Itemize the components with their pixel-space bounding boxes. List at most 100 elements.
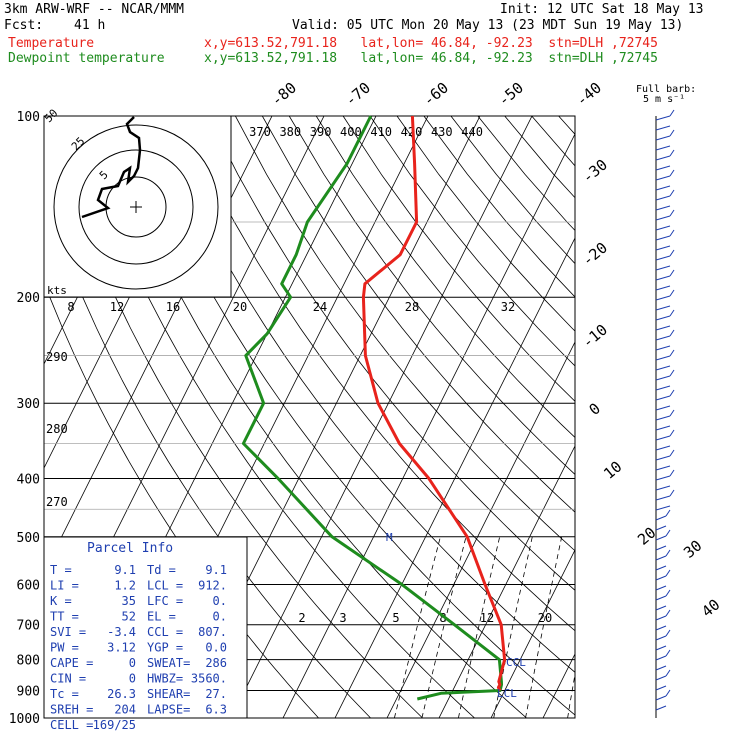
mixing-ratio-line bbox=[458, 536, 501, 718]
mixing-ratio-line bbox=[493, 536, 533, 718]
mixing-ratio-label: 8 bbox=[67, 300, 74, 314]
parcel-label: EL = bbox=[147, 610, 176, 624]
pressure-tick-label: 600 bbox=[17, 578, 40, 593]
parcel-label: LCL = bbox=[147, 579, 183, 593]
wind-barb bbox=[655, 305, 671, 311]
dry-adiabat-line bbox=[558, 116, 575, 135]
mixing-ratio-label: 28 bbox=[405, 300, 419, 314]
wind-barb bbox=[669, 189, 675, 197]
wind-barb bbox=[655, 585, 667, 591]
wind-barb bbox=[655, 685, 667, 691]
dewpoint-location: x,y=613.52,791.18 lat,lon= 46.84, -92.23… bbox=[204, 51, 658, 66]
wind-barb bbox=[655, 145, 671, 151]
parcel-value: 0.0 bbox=[205, 641, 227, 655]
mixing-ratio-label: 8 bbox=[439, 611, 446, 625]
wind-barb bbox=[669, 349, 675, 357]
wind-barb bbox=[655, 425, 671, 431]
dry-adiabat-line bbox=[288, 116, 575, 476]
parcel-value: -3.4 bbox=[107, 625, 136, 639]
parcel-value: 286 bbox=[205, 656, 227, 670]
wind-barb bbox=[669, 429, 675, 437]
parcel-label: SVI = bbox=[50, 625, 86, 639]
parcel-label: TT = bbox=[50, 610, 79, 624]
parcel-value: 0 bbox=[129, 656, 136, 670]
wind-barb bbox=[655, 655, 667, 661]
wind-barb bbox=[655, 465, 671, 471]
pressure-tick-label: 400 bbox=[17, 472, 40, 487]
wind-barb bbox=[655, 255, 671, 261]
mixing-ratio-label: 16 bbox=[166, 300, 180, 314]
wind-barb bbox=[655, 605, 667, 611]
dry-adiabat-line bbox=[342, 116, 575, 402]
dry-adiabat-line bbox=[477, 116, 575, 231]
wind-barb bbox=[669, 389, 675, 397]
wind-barb bbox=[655, 225, 671, 231]
forecast-hours: 41 h bbox=[74, 18, 106, 33]
parcel-label: SHEAR= bbox=[147, 687, 190, 701]
isotherm-label: -30 bbox=[579, 156, 611, 187]
theta-e-label: 280 bbox=[46, 422, 68, 436]
parcel-label: LFC = bbox=[147, 594, 183, 608]
pressure-tick-label: 800 bbox=[17, 654, 40, 669]
wind-barb bbox=[655, 445, 671, 451]
hodograph-ring bbox=[78, 149, 194, 265]
mixing-ratio-label: 3 bbox=[339, 611, 346, 625]
isotherm-line bbox=[230, 116, 533, 718]
forecast-label: Fcst: bbox=[4, 18, 44, 33]
parcel-value: 3560. bbox=[191, 672, 227, 686]
wind-barb bbox=[655, 355, 671, 361]
theta-label: 430 bbox=[431, 125, 453, 139]
isotherm-label: 10 bbox=[600, 457, 625, 482]
mixing-ratio-line bbox=[394, 536, 441, 718]
pressure-tick-label: 300 bbox=[17, 397, 40, 412]
parcel-label: Td = bbox=[147, 563, 176, 577]
mixing-ratio-label: 24 bbox=[313, 300, 327, 314]
wind-barb bbox=[655, 195, 671, 201]
theta-label: 390 bbox=[310, 125, 332, 139]
wind-barb bbox=[655, 415, 671, 421]
parcel-panel bbox=[43, 536, 248, 719]
mixing-ratio-label: 32 bbox=[501, 300, 515, 314]
wind-barb bbox=[655, 375, 671, 381]
isotherm-label: 30 bbox=[680, 536, 705, 561]
wind-barb bbox=[665, 649, 671, 657]
wind-barb bbox=[669, 129, 675, 137]
wind-barb bbox=[655, 115, 671, 121]
dewpoint-profile bbox=[241, 115, 503, 701]
parcel-label: K = bbox=[50, 594, 72, 608]
mixing-ratio-label: 5 bbox=[392, 611, 399, 625]
parcel-title: Parcel Info bbox=[87, 541, 173, 556]
parcel-value: 26.3 bbox=[107, 687, 136, 701]
wind-barb bbox=[665, 609, 671, 617]
dry-adiabat-line bbox=[531, 116, 575, 167]
parcel-label: T = bbox=[50, 563, 72, 577]
wind-barb bbox=[655, 535, 667, 541]
wind-barb bbox=[669, 169, 675, 177]
theta-e-label: 270 bbox=[46, 495, 68, 509]
wind-barb bbox=[669, 109, 675, 117]
parcel-value: 912. bbox=[198, 579, 227, 593]
parcel-value: 0. bbox=[213, 610, 227, 624]
m-marker: M bbox=[386, 531, 393, 544]
parcel-value: 204 bbox=[114, 703, 136, 717]
parcel-label: CAPE = bbox=[50, 656, 93, 670]
isotherm-line bbox=[282, 133, 575, 718]
wind-barb bbox=[655, 475, 671, 481]
wind-barb bbox=[655, 185, 671, 191]
wind-barb bbox=[655, 435, 671, 441]
wind-barb bbox=[655, 705, 667, 711]
wind-barb bbox=[655, 645, 667, 651]
isotherm-label: -40 bbox=[573, 79, 605, 110]
wind-barb bbox=[655, 395, 671, 401]
wind-barb bbox=[669, 449, 675, 457]
wind-barb bbox=[655, 545, 667, 551]
wind-barb bbox=[655, 135, 671, 141]
wind-barb bbox=[665, 589, 671, 597]
parcel-label: LI = bbox=[50, 579, 79, 593]
wind-barb bbox=[655, 405, 671, 411]
isotherm-label: 40 bbox=[698, 595, 723, 620]
wind-key-unit: 5 m s⁻¹ bbox=[643, 94, 686, 105]
parcel-value: 0. bbox=[213, 594, 227, 608]
wind-barb bbox=[665, 689, 671, 697]
parcel-label: SREH = bbox=[50, 703, 93, 717]
